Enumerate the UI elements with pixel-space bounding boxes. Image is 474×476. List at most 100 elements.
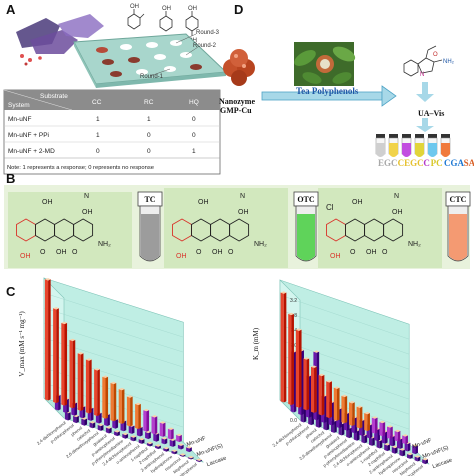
sample-tube [427, 134, 438, 157]
bar-3d [73, 414, 79, 424]
z-axis-label: V_max (mM s⁻¹ mg⁻¹) [18, 311, 26, 377]
atom-label: OH [56, 249, 67, 256]
atom-label: OH [20, 253, 31, 260]
row-label: Mn-uNF(S) [196, 443, 224, 458]
bar-3d [153, 432, 160, 442]
substrate-label: phenol [70, 425, 83, 437]
vial-label: CTC [450, 195, 467, 204]
bar-3d [97, 423, 104, 431]
table-cell: 1 [192, 148, 196, 155]
gridline [43, 352, 184, 398]
table-col-hq: HQ [189, 99, 199, 106]
bar-3d [391, 445, 398, 454]
bar-3d [196, 458, 202, 463]
panel-label-b: B [6, 171, 15, 186]
bar-3d [361, 433, 368, 444]
bar-3d [112, 417, 119, 429]
compound-label: C [423, 158, 430, 168]
atom-label: NH₂ [98, 241, 111, 248]
table-cell: 0 [147, 132, 151, 139]
table-cell: 0 [96, 148, 100, 155]
panel-label-a: A [6, 2, 16, 17]
bar-3d [311, 365, 317, 413]
compound-label: CGA [444, 158, 465, 168]
compound-label: SA [464, 158, 474, 168]
bar-3d [94, 368, 100, 417]
atom-label: NH₂ [408, 241, 421, 248]
gridline [43, 307, 184, 353]
bar-3d [186, 446, 192, 453]
atom-label: OH [212, 249, 223, 256]
bar-3d [407, 452, 413, 459]
bar-3d [167, 427, 174, 440]
bar-3d [412, 444, 418, 455]
oh-label: OH [188, 6, 197, 12]
atom-label: OH [176, 253, 187, 260]
bar-3d [171, 449, 178, 455]
bar-3d [356, 405, 363, 429]
atom-label: O [382, 249, 388, 256]
reaction-arrow [261, 85, 397, 107]
sample-tube [388, 134, 399, 157]
bar-3d [303, 357, 310, 411]
table-row-label: Mn-uNF [8, 116, 32, 123]
tetracycline-molecule: OH O OH O OH OH NH₂ N [16, 193, 111, 260]
bar-3d [85, 358, 92, 414]
bar-3d [280, 291, 287, 403]
antibiotic-vial: CTC [445, 191, 471, 262]
table-header-system: System [8, 102, 30, 109]
molecule-nh2: NH₂ [443, 59, 455, 65]
crystal-decoration [16, 14, 104, 66]
atom-label: O [350, 249, 356, 256]
sample-tubes [375, 134, 451, 157]
bar-3d [161, 437, 168, 445]
bar-3d [414, 455, 421, 462]
nanozyme-spheres [223, 49, 255, 86]
gridline [43, 337, 184, 383]
atom-label: O [40, 249, 46, 256]
round-label: Round-2 [193, 43, 217, 49]
bar-3d [110, 381, 117, 422]
bar-3d [187, 455, 194, 460]
bar-3d [295, 328, 302, 408]
atom-label: N [394, 193, 399, 200]
atom-label: OH [42, 199, 53, 206]
plate-wells [96, 40, 202, 77]
bar-3d [333, 386, 340, 421]
table-row-label: Mn-uNF + 2-MD [8, 148, 55, 155]
bar-3d [399, 448, 406, 457]
sample-tube [440, 134, 451, 157]
sample-tube [375, 134, 386, 157]
sample-tube [414, 134, 425, 157]
bar-3d [118, 387, 125, 424]
bar-3d [387, 425, 393, 439]
row-label: Mn-uNF [412, 437, 433, 450]
bar-3d [177, 443, 184, 450]
bar-3d [44, 278, 51, 401]
table-cell: 1 [96, 132, 100, 139]
table-header-substrate: Substrate [40, 93, 68, 100]
substrate-label: phenol [304, 427, 317, 439]
panel-label-c: C [6, 284, 16, 299]
row-label: Mn-uNF [186, 435, 207, 448]
compound-label: EGC [378, 158, 398, 168]
bar-3d [179, 453, 186, 457]
bar-3d [318, 373, 325, 416]
atom-label: O [72, 249, 78, 256]
bar-3d [169, 438, 176, 447]
bar-3d [89, 421, 96, 429]
bar-3d [69, 338, 76, 409]
bar-3d [102, 375, 109, 419]
atom-label: OH [330, 253, 341, 260]
gridline [279, 294, 410, 340]
bar-3d [155, 444, 161, 450]
bar-3d [138, 437, 145, 444]
bar-3d [364, 411, 370, 432]
atom-label: O [196, 249, 202, 256]
table-cell: 1 [147, 116, 151, 123]
bar-3d [402, 434, 408, 445]
bar-3d [146, 441, 153, 447]
bar-3d [128, 424, 135, 434]
atom-label: NH₂ [254, 241, 267, 248]
